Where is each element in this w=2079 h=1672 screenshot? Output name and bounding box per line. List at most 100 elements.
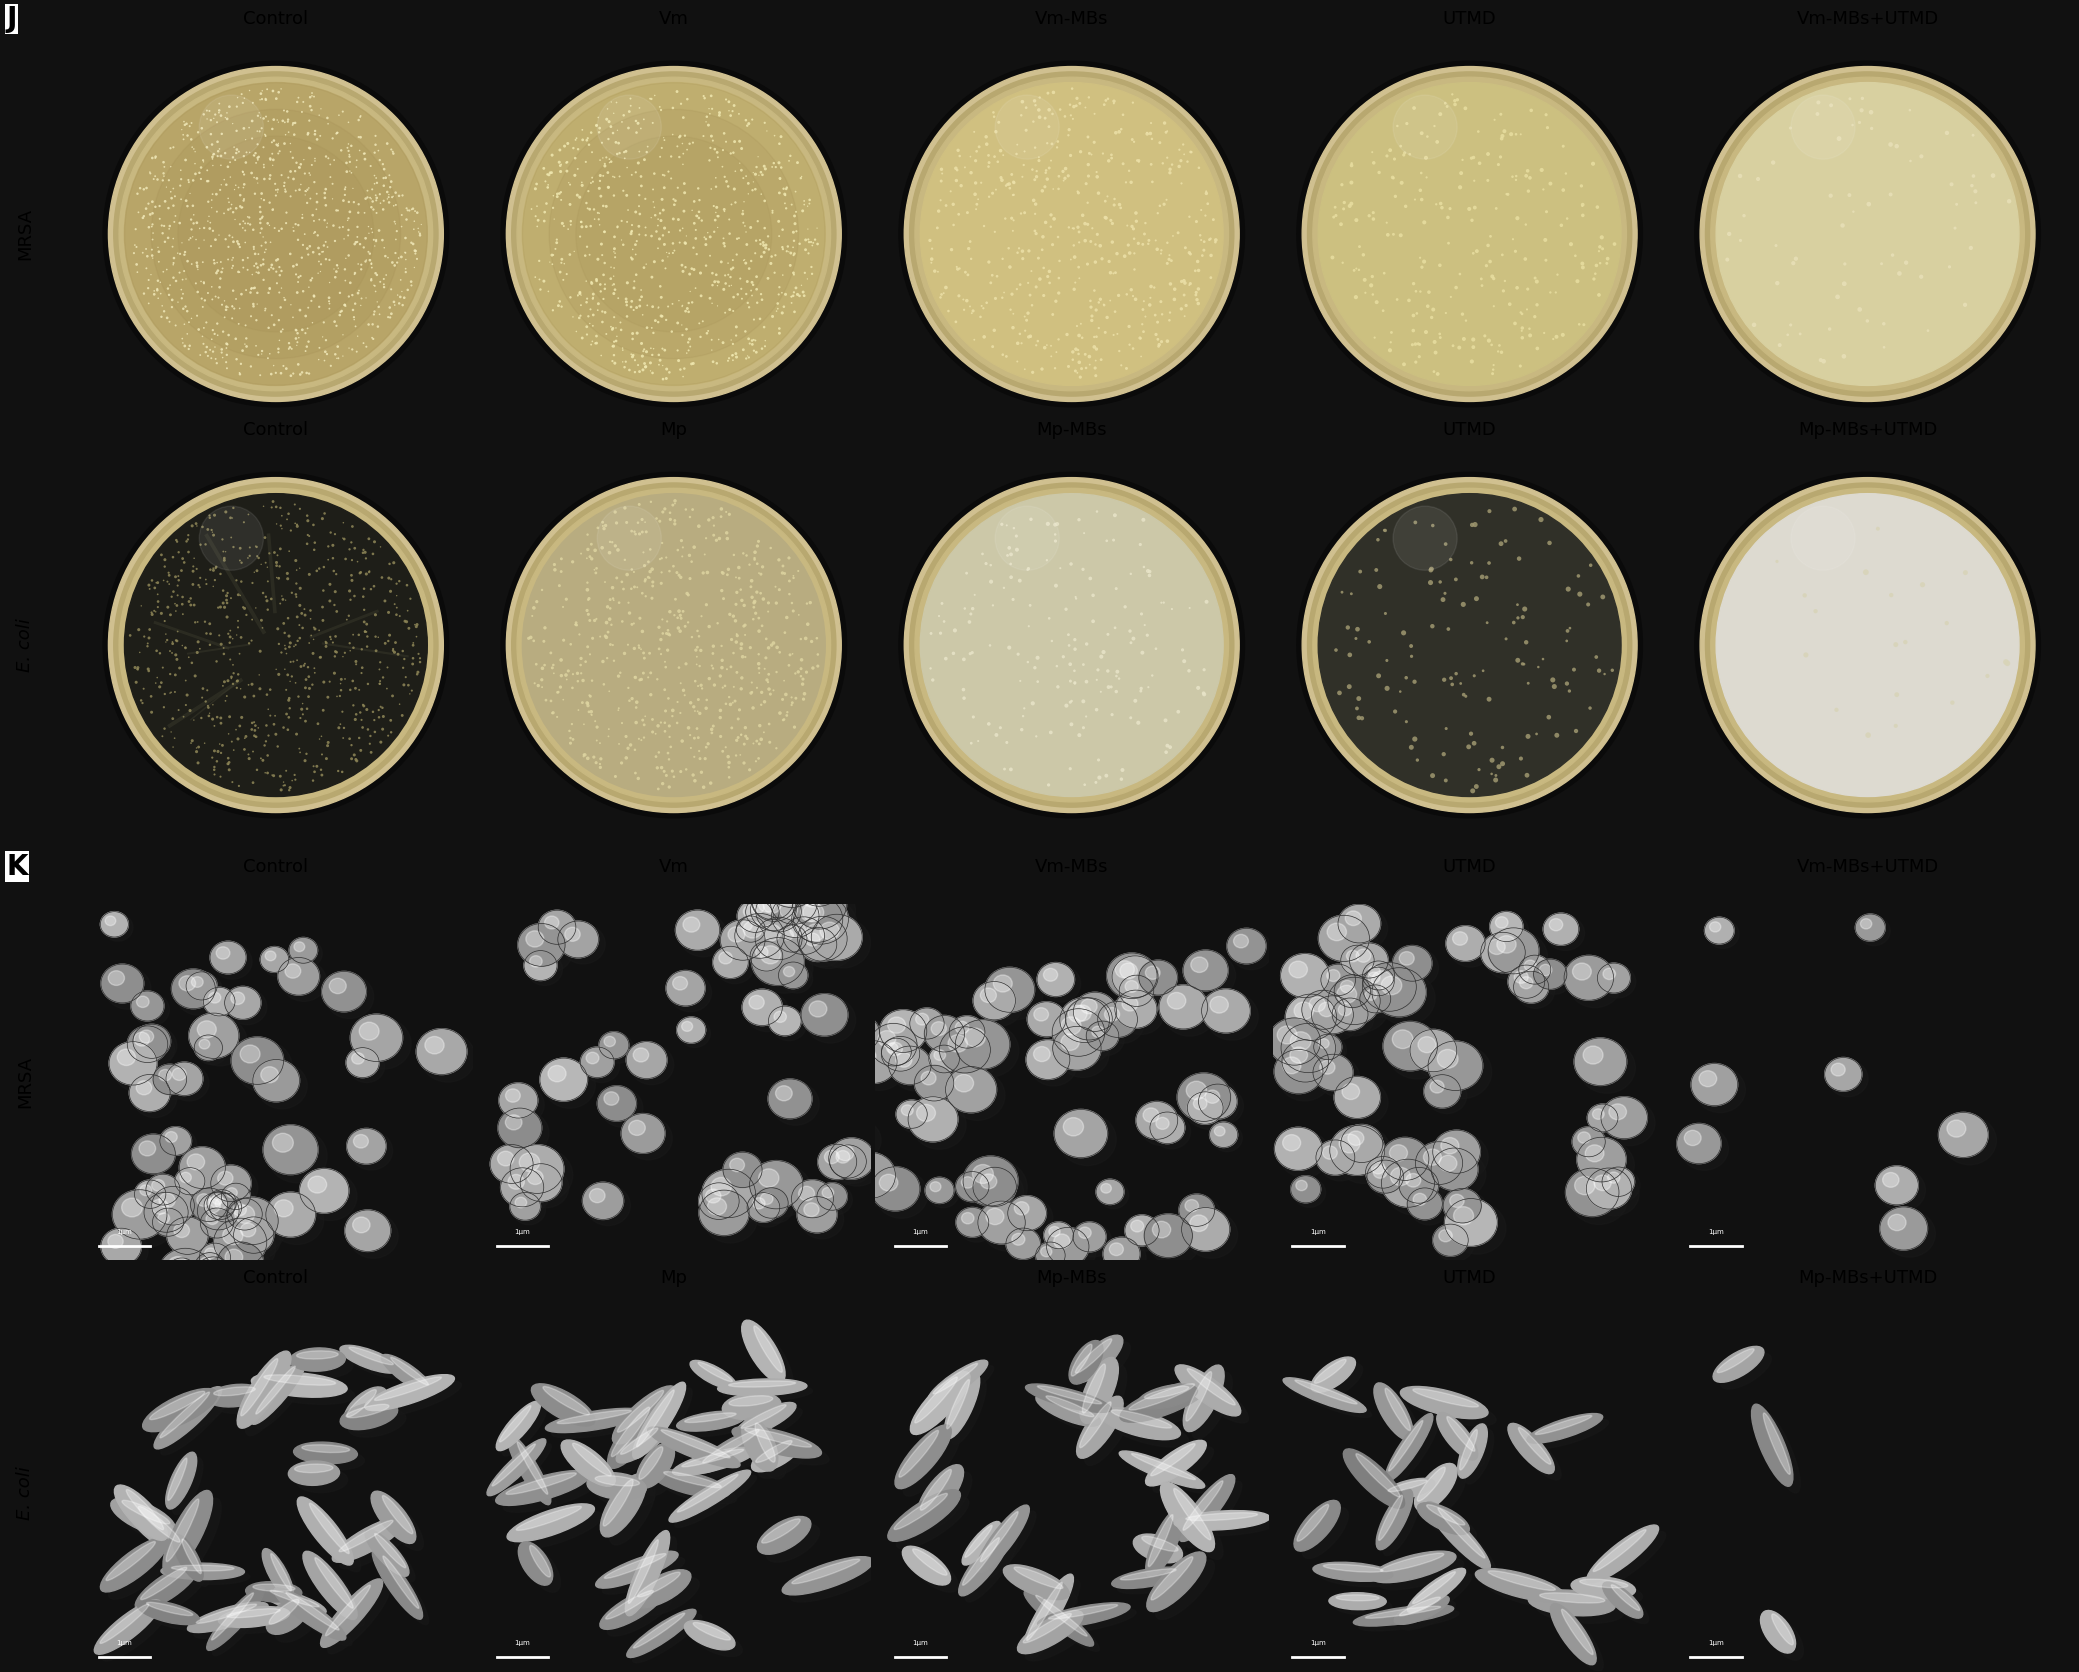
Point	[1000, 348, 1033, 375]
Point	[1399, 508, 1432, 535]
Point	[351, 239, 385, 266]
Point	[688, 85, 721, 112]
Point	[674, 333, 707, 359]
Circle shape	[884, 1013, 936, 1060]
Point	[1098, 261, 1131, 288]
Point	[1443, 174, 1476, 201]
Point	[944, 256, 977, 283]
Ellipse shape	[638, 1572, 680, 1597]
Circle shape	[802, 888, 823, 908]
Ellipse shape	[1366, 1607, 1441, 1618]
Ellipse shape	[1422, 1471, 1466, 1518]
Point	[254, 147, 287, 174]
Point	[1062, 722, 1096, 749]
Point	[543, 293, 576, 319]
Point	[1773, 115, 1807, 142]
Point	[765, 216, 798, 242]
Point	[674, 734, 707, 761]
Point	[659, 510, 692, 537]
Point	[1010, 649, 1044, 675]
Point	[1096, 145, 1129, 172]
Point	[399, 612, 432, 639]
Point	[166, 704, 200, 731]
Circle shape	[784, 966, 794, 976]
Point	[541, 226, 574, 252]
Circle shape	[1360, 985, 1391, 1013]
Circle shape	[1449, 1202, 1505, 1254]
Point	[593, 174, 626, 201]
Point	[778, 714, 811, 741]
Point	[239, 181, 272, 207]
Ellipse shape	[636, 1389, 674, 1446]
Point	[1102, 283, 1135, 309]
Point	[1044, 247, 1077, 274]
Point	[366, 664, 399, 691]
Point	[958, 181, 992, 207]
Circle shape	[1368, 966, 1380, 976]
Point	[210, 582, 243, 609]
Point	[187, 294, 220, 321]
Circle shape	[1046, 1224, 1079, 1254]
Circle shape	[584, 1050, 620, 1082]
Point	[216, 252, 249, 279]
Point	[1015, 324, 1048, 351]
Circle shape	[522, 82, 825, 386]
Point	[148, 553, 181, 580]
Circle shape	[541, 913, 582, 950]
Point	[243, 199, 277, 226]
Point	[387, 672, 420, 699]
Point	[1563, 580, 1597, 607]
Point	[956, 595, 990, 622]
Circle shape	[1484, 936, 1532, 980]
Point	[574, 309, 607, 336]
Circle shape	[1601, 966, 1636, 998]
Circle shape	[846, 1022, 861, 1035]
Point	[1071, 124, 1104, 150]
Point	[1435, 665, 1468, 692]
Ellipse shape	[678, 1475, 738, 1511]
Point	[141, 594, 175, 620]
Point	[235, 570, 268, 597]
Point	[669, 231, 703, 257]
Point	[996, 182, 1029, 209]
Ellipse shape	[1389, 1421, 1422, 1471]
Circle shape	[927, 1179, 958, 1207]
Point	[264, 359, 297, 386]
Point	[198, 140, 231, 167]
Point	[936, 191, 969, 217]
Point	[148, 187, 181, 214]
Point	[202, 222, 235, 249]
Point	[198, 712, 231, 739]
Point	[195, 144, 229, 171]
Point	[173, 112, 206, 139]
Point	[328, 268, 362, 294]
Point	[1075, 294, 1108, 321]
Ellipse shape	[894, 1493, 948, 1530]
Ellipse shape	[649, 1426, 740, 1468]
Ellipse shape	[755, 1326, 782, 1373]
Ellipse shape	[1457, 1425, 1486, 1478]
Point	[285, 359, 318, 386]
Point	[254, 162, 287, 189]
Point	[1815, 182, 1848, 209]
Point	[1135, 150, 1168, 177]
Point	[243, 637, 277, 664]
Point	[291, 333, 324, 359]
Point	[304, 122, 337, 149]
Point	[651, 356, 684, 383]
Point	[738, 239, 771, 266]
Ellipse shape	[933, 1366, 994, 1408]
Point	[649, 256, 682, 283]
Point	[166, 326, 200, 353]
Point	[705, 647, 738, 674]
Circle shape	[1701, 67, 2035, 401]
Point	[622, 192, 655, 219]
Point	[1010, 308, 1044, 334]
Circle shape	[1166, 993, 1185, 1010]
Point	[1058, 670, 1091, 697]
Point	[726, 644, 759, 670]
Point	[235, 353, 268, 380]
Point	[588, 219, 622, 246]
Point	[744, 242, 778, 269]
Circle shape	[738, 918, 792, 966]
